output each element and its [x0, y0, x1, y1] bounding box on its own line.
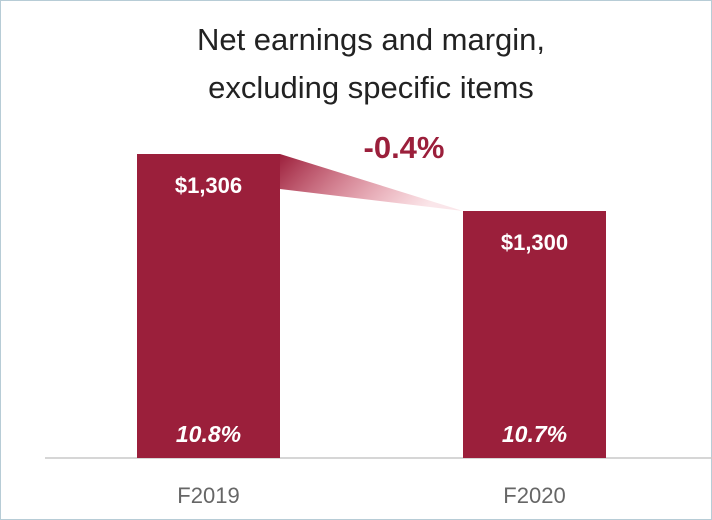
x-tick-label: F2019 — [177, 483, 239, 508]
margin-label: 10.7% — [502, 421, 567, 447]
bar — [137, 154, 280, 458]
value-label: $1,306 — [175, 173, 242, 198]
change-wedge — [280, 154, 463, 211]
x-tick-label: F2020 — [503, 483, 565, 508]
value-label: $1,300 — [501, 230, 568, 255]
bar — [463, 211, 606, 458]
chart-title: Net earnings and margin, excluding speci… — [196, 22, 546, 105]
change-annotation: -0.4% — [364, 130, 445, 165]
margin-label: 10.8% — [176, 421, 241, 447]
